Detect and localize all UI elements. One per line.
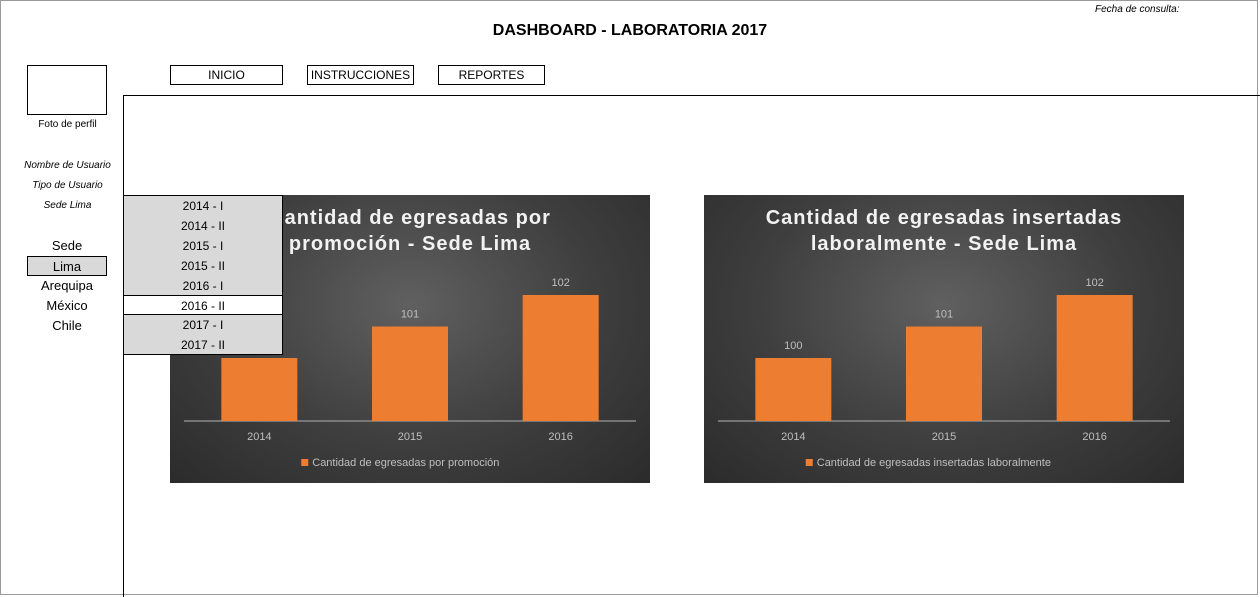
promo-item-2016-i[interactable]: 2016 - I: [182, 279, 224, 293]
fecha-consulta-label: Fecha de consulta:: [1095, 4, 1180, 15]
x-tick-label: 2015: [932, 431, 956, 443]
data-label: 100: [784, 340, 802, 352]
legend-swatch: [301, 459, 309, 466]
legend-label: Cantidad de egresadas por promoción: [312, 457, 499, 469]
bar: [372, 326, 448, 421]
data-label: 101: [935, 309, 953, 321]
bar: [755, 358, 832, 421]
data-label: 102: [551, 277, 569, 289]
nav-reportes-button[interactable]: REPORTES: [438, 65, 545, 85]
promo-item-2017-i[interactable]: 2017 - I: [182, 318, 224, 332]
promo-item-2015-ii[interactable]: 2015 - II: [180, 259, 226, 273]
nav-instrucciones-button[interactable]: INSTRUCCIONES: [307, 65, 414, 85]
user-type-label: Tipo de Usuario: [32, 180, 103, 191]
promo-item-2017-ii[interactable]: 2017 - II: [180, 338, 226, 352]
nav-inicio-button[interactable]: INICIO: [170, 65, 283, 85]
promo-item-2015-i[interactable]: 2015 - I: [182, 239, 224, 253]
data-label: 102: [1085, 277, 1103, 289]
legend-label: Cantidad de egresadas insertadas laboral…: [817, 457, 1051, 469]
profile-photo: [27, 65, 107, 115]
user-sede-label: Sede Lima: [43, 200, 92, 211]
x-tick-label: 2014: [781, 431, 805, 443]
promo-item-2016-ii[interactable]: 2016 - II: [124, 295, 282, 315]
promocion-listbox[interactable]: 2014 - I 2014 - II 2015 - I 2015 - II 20…: [123, 195, 283, 355]
bar: [221, 358, 298, 421]
promo-item-2014-i[interactable]: 2014 - I: [182, 199, 224, 213]
sede-item-mexico[interactable]: México: [46, 298, 88, 313]
legend-swatch: [805, 459, 813, 466]
chart-title-line-2: laboralmente - Sede Lima: [810, 233, 1078, 255]
promo-item-2014-ii[interactable]: 2014 - II: [180, 219, 226, 233]
chart-title-line-1: Cantidad de egresadas insertadas: [765, 207, 1123, 229]
x-tick-label: 2016: [1082, 431, 1106, 443]
x-tick-label: 2016: [548, 431, 572, 443]
data-label: 101: [401, 309, 419, 321]
chart-title-line-2: promoción - Sede Lima: [288, 233, 532, 255]
chart-plot: 100 2014 101 2015 102 2016 Cantidad de egresad…: [718, 277, 1170, 469]
chart-title: Cantidad de egresadas por promoción - Se…: [170, 205, 650, 257]
sede-heading: Sede: [51, 238, 83, 253]
chart-egresadas-insertadas: Cantidad de egresadas insertadas laboral…: [704, 195, 1184, 483]
bar: [522, 295, 599, 421]
page-title: DASHBOARD - LABORATORIA 2017: [492, 22, 768, 39]
sede-item-arequipa[interactable]: Arequipa: [40, 278, 94, 293]
content-divider-top: [123, 95, 1260, 96]
chart-title: Cantidad de egresadas insertadas laboral…: [704, 205, 1184, 257]
x-tick-label: 2014: [247, 431, 271, 443]
x-tick-label: 2015: [398, 431, 422, 443]
user-name-label: Nombre de Usuario: [24, 160, 111, 171]
chart-title-line-1: Cantidad de egresadas por: [269, 207, 551, 229]
bar: [1056, 295, 1133, 421]
sede-item-chile[interactable]: Chile: [52, 318, 82, 333]
bar: [906, 326, 982, 421]
sede-item-lima[interactable]: Lima: [27, 256, 107, 276]
profile-photo-label: Foto de perfil: [38, 119, 97, 130]
